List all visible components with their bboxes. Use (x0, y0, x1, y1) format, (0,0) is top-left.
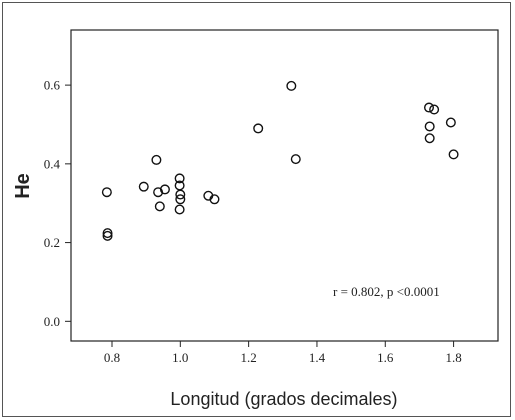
figure-frame (2, 2, 511, 417)
correlation-annotation: r = 0.802, p <0.0001 (333, 284, 440, 299)
data-point (253, 123, 264, 134)
y-tick-label: 0.6 (44, 78, 61, 93)
x-tick-label: 1.0 (172, 350, 188, 365)
data-point (175, 189, 186, 200)
x-tick-label: 0.8 (104, 350, 120, 365)
y-tick-label: 0.0 (44, 314, 60, 329)
plot-area (70, 29, 499, 342)
data-point (209, 194, 220, 205)
x-tick-label: 1.2 (241, 350, 257, 365)
y-axis-title: He (12, 173, 34, 199)
x-tick-label: 1.8 (445, 350, 461, 365)
data-point (290, 154, 301, 165)
data-point (151, 154, 162, 165)
data-point (423, 102, 434, 113)
y-tick-label: 0.4 (44, 156, 61, 171)
data-point (138, 181, 149, 192)
data-point (424, 133, 435, 144)
data-points (101, 80, 459, 241)
data-point (154, 201, 165, 212)
data-point (102, 230, 113, 241)
data-point (174, 173, 185, 184)
data-point (102, 228, 113, 239)
data-point (175, 194, 186, 205)
data-point (424, 121, 435, 132)
x-axis: 0.8 1.0 1.2 1.4 1.6 1.8 (104, 341, 462, 365)
x-tick-label: 1.4 (309, 350, 326, 365)
data-point (174, 204, 185, 215)
x-tick-label: 1.6 (377, 350, 394, 365)
y-tick-label: 0.2 (44, 235, 60, 250)
data-point (448, 149, 459, 160)
y-axis: 0.0 0.2 0.4 0.6 (44, 78, 71, 329)
x-axis-title: Longitud (grados decimales) (170, 389, 397, 409)
data-point (445, 117, 456, 128)
data-point (159, 184, 170, 195)
data-point (153, 187, 164, 198)
data-point (429, 104, 440, 115)
data-point (101, 187, 112, 198)
data-point (286, 80, 297, 91)
